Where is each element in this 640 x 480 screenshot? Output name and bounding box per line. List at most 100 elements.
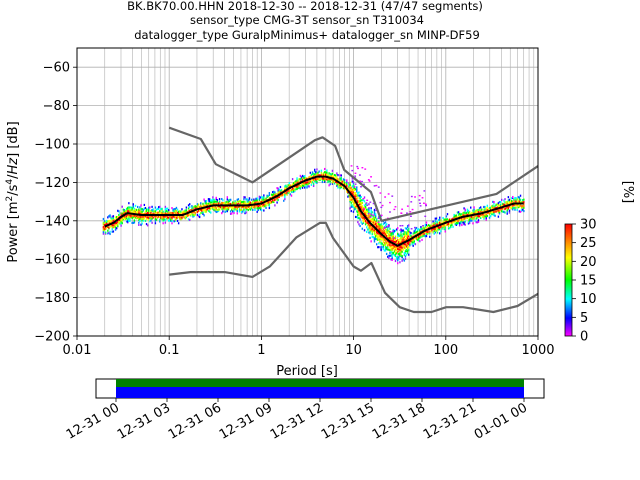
ppsd-outlier-cell — [353, 186, 356, 188]
ppsd-cell — [471, 219, 473, 222]
ppsd-cell — [389, 254, 391, 257]
ppsd-cell — [196, 211, 199, 214]
ppsd-cell — [271, 191, 274, 194]
ppsd-cell — [390, 250, 392, 253]
ppsd-cell — [515, 200, 517, 203]
ppsd-cell — [382, 226, 385, 229]
ppsd-cell — [109, 225, 111, 228]
ppsd-cell — [127, 210, 129, 213]
ppsd-cell — [252, 200, 254, 203]
ppsd-cell — [378, 226, 380, 230]
ppsd-cell — [382, 248, 385, 251]
ppsd-cell — [296, 187, 298, 191]
ppsd-cell — [491, 213, 493, 216]
ppsd-cell — [117, 220, 119, 223]
ppsd-cell — [408, 253, 410, 256]
ppsd-cell — [481, 208, 483, 211]
ppsd-cell — [173, 208, 175, 211]
ppsd-cell — [102, 231, 105, 234]
ppsd-cell — [361, 201, 364, 205]
ppsd-cell — [300, 177, 303, 180]
ppsd-cell — [268, 204, 271, 208]
ppsd-cell — [152, 216, 154, 219]
ppsd-cell — [325, 173, 327, 176]
colorbar-scale — [564, 223, 573, 337]
ppsd-cell — [246, 206, 248, 209]
ppsd-cell — [371, 219, 373, 222]
ppsd-cell — [397, 232, 399, 235]
ppsd-cell — [279, 190, 282, 194]
ppsd-cell — [419, 236, 421, 239]
ppsd-cell — [382, 245, 385, 248]
ppsd-cell — [384, 249, 387, 252]
ppsd-cell — [129, 206, 131, 209]
ppsd-cell — [102, 217, 105, 221]
ppsd-cell — [175, 209, 178, 212]
ppsd-cell — [410, 232, 412, 235]
ppsd-cell — [478, 215, 481, 218]
ppsd-cell — [227, 199, 230, 202]
ppsd-cell — [329, 183, 331, 186]
ppsd-cell — [312, 175, 315, 178]
ppsd-cell — [412, 232, 414, 235]
ppsd-cell — [243, 208, 245, 211]
ppsd-cell — [367, 210, 369, 213]
ppsd-cell — [340, 184, 342, 187]
ppsd-cell — [402, 233, 404, 236]
ppsd-cell — [169, 217, 171, 220]
ppsd-cell — [382, 238, 385, 241]
ppsd-cell — [358, 223, 360, 226]
ppsd-cell — [475, 217, 477, 220]
ppsd-cell — [391, 253, 393, 256]
ppsd-cell — [353, 203, 356, 206]
ppsd-cell — [284, 198, 286, 201]
ppsd-cell — [275, 197, 277, 200]
ppsd-cell — [309, 180, 312, 183]
ppsd-cell — [368, 215, 370, 218]
ppsd-cell — [462, 213, 464, 216]
ppsd-cell — [462, 221, 464, 224]
ppsd-cell — [294, 186, 296, 189]
ppsd-cell — [369, 232, 371, 235]
ppsd-cell — [203, 204, 205, 207]
ppsd-cell — [370, 209, 372, 212]
ppsd-cell — [158, 211, 160, 214]
ppsd-cell — [104, 231, 107, 234]
ppsd-cell — [362, 199, 365, 202]
ppsd-cell — [164, 219, 167, 222]
ppsd-cell — [509, 206, 512, 209]
ppsd-cell — [233, 208, 235, 211]
ppsd-cell — [286, 191, 288, 194]
ppsd-cell — [331, 182, 334, 185]
ppsd-cell — [143, 203, 146, 206]
ppsd-cell — [165, 207, 168, 210]
ppsd-cell — [509, 200, 512, 203]
ppsd-cell — [377, 246, 379, 249]
ppsd-cell — [354, 191, 357, 195]
ppsd-cell — [420, 235, 422, 238]
ppsd-cell — [278, 188, 281, 191]
ppsd-outlier-cell — [411, 208, 414, 211]
ppsd-cell — [142, 217, 144, 221]
ppsd-cell — [378, 224, 380, 228]
ppsd-cell — [444, 226, 446, 229]
ppsd-cell — [263, 209, 265, 212]
ppsd-cell — [367, 224, 369, 227]
ppsd-cell — [119, 212, 121, 215]
ppsd-cell — [154, 217, 157, 221]
ppsd-cell — [327, 181, 329, 184]
colorbar-tick-label: 15 — [580, 274, 597, 289]
ppsd-cell — [351, 188, 354, 191]
ppsd-cell — [156, 216, 159, 219]
ppsd-cell — [144, 210, 147, 213]
ppsd-cell — [146, 211, 149, 214]
ppsd-cell — [145, 216, 148, 219]
ppsd-cell — [475, 211, 477, 214]
ppsd-cell — [363, 219, 366, 222]
x-tick-label: 0.01 — [63, 343, 92, 358]
ppsd-cell — [486, 215, 489, 218]
ppsd-cell — [142, 215, 144, 218]
ppsd-cell — [353, 193, 356, 196]
ppsd-cell — [468, 221, 471, 225]
ppsd-cell — [184, 215, 186, 218]
